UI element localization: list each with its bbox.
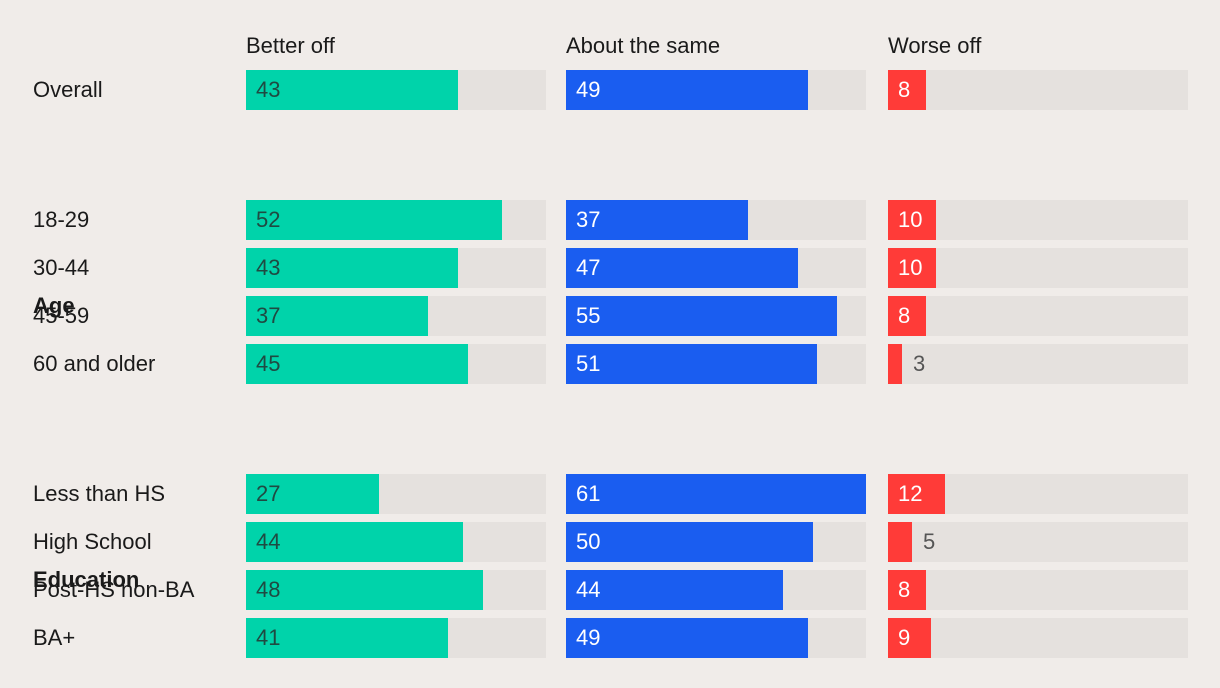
data-label: 8 [898, 303, 911, 328]
row-label: BA+ [33, 625, 76, 650]
bar [888, 618, 931, 658]
data-label: 10 [898, 255, 923, 280]
bar [246, 474, 379, 514]
data-label: 5 [923, 529, 936, 554]
data-label: 55 [576, 303, 601, 328]
bar-track [888, 522, 1188, 562]
data-label: 61 [576, 481, 601, 506]
bar [888, 248, 936, 288]
data-label: 52 [256, 207, 281, 232]
bar [888, 570, 926, 610]
data-label: 47 [576, 255, 601, 280]
data-label: 8 [898, 77, 911, 102]
data-label: 44 [256, 529, 281, 554]
bar [246, 570, 483, 610]
data-label: 27 [256, 481, 281, 506]
bar [888, 344, 902, 384]
data-label: 50 [576, 529, 601, 554]
bar [566, 70, 808, 110]
bar [566, 248, 798, 288]
bar [246, 344, 468, 384]
bar [888, 70, 926, 110]
data-label: 37 [576, 207, 601, 232]
data-label: 41 [256, 625, 281, 650]
data-label: 49 [576, 625, 601, 650]
bar [888, 474, 945, 514]
row-label: 60 and older [33, 351, 156, 376]
data-label: 43 [256, 77, 281, 102]
data-label: 43 [256, 255, 281, 280]
bar-track [888, 570, 1188, 610]
bar-track [888, 618, 1188, 658]
bar-track [888, 200, 1188, 240]
row-label: Post-HS non-BA [33, 577, 195, 602]
bar-track [888, 70, 1188, 110]
group-title: Age [33, 293, 75, 318]
bar [566, 570, 783, 610]
data-label: 37 [256, 303, 281, 328]
data-label: 10 [898, 207, 923, 232]
group-title: Education [33, 567, 140, 592]
bar [246, 70, 458, 110]
bar [246, 522, 463, 562]
data-label: 49 [576, 77, 601, 102]
column-header: About the same [566, 33, 721, 58]
row-label: Less than HS [33, 481, 166, 506]
bar [888, 200, 936, 240]
bar [246, 296, 428, 336]
bar-track [888, 296, 1188, 336]
row-label: Overall [33, 77, 103, 102]
data-label: 8 [898, 577, 911, 602]
data-label: 12 [898, 481, 923, 506]
bar [246, 248, 458, 288]
bar [566, 296, 837, 336]
bar-track [888, 248, 1188, 288]
row-label: 45-59 [33, 303, 90, 328]
data-label: 51 [576, 351, 601, 376]
row-label: 30-44 [33, 255, 90, 280]
bar [246, 618, 448, 658]
bar [566, 474, 866, 514]
data-label: 48 [256, 577, 281, 602]
row-label: High School [33, 529, 152, 554]
bar-track [888, 344, 1188, 384]
column-header: Worse off [888, 33, 982, 58]
row-label: 18-29 [33, 207, 90, 232]
bar [888, 522, 912, 562]
data-label: 45 [256, 351, 281, 376]
bar [566, 618, 808, 658]
data-label: 9 [898, 625, 911, 650]
bar [888, 296, 926, 336]
column-header: Better off [246, 33, 335, 58]
data-label: 3 [913, 351, 926, 376]
bar [566, 200, 748, 240]
bar [566, 344, 817, 384]
bar [246, 200, 502, 240]
bar [566, 522, 813, 562]
data-label: 44 [576, 577, 601, 602]
